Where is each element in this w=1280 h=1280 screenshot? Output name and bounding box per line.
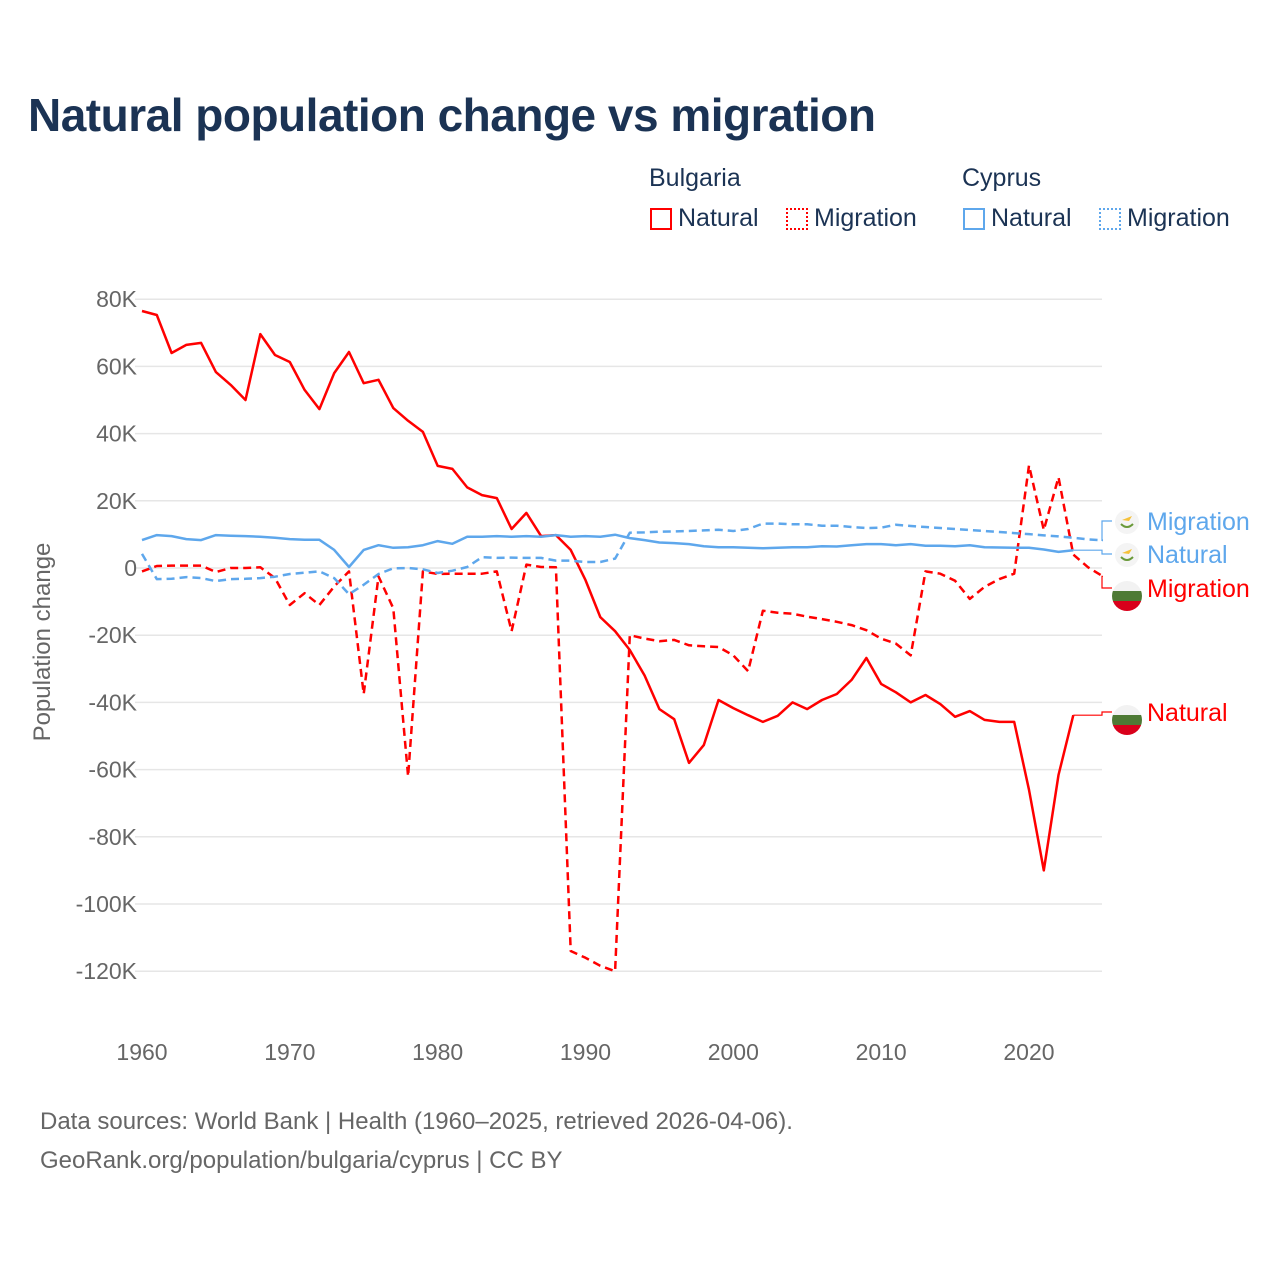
series-end-label: Migration xyxy=(1147,508,1250,536)
chart-title: Natural population change vs migration xyxy=(28,89,876,141)
label-connector xyxy=(1101,575,1112,589)
legend-label: Migration xyxy=(1127,204,1230,232)
y-tick-label: -80K xyxy=(88,824,137,850)
series-end-label: Natural xyxy=(1147,699,1228,727)
y-axis-label: Population change xyxy=(29,543,56,742)
cyprus-flag-icon xyxy=(1115,510,1139,534)
series-end-label: Natural xyxy=(1147,541,1228,569)
legend-bulgaria-migration[interactable]: Migration xyxy=(786,204,917,233)
y-tick-label: -100K xyxy=(76,891,138,917)
legend-cyprus-migration[interactable]: Migration xyxy=(1099,204,1230,233)
series-line-bulgaria-migration[interactable] xyxy=(141,464,1104,973)
x-tick-label: 1980 xyxy=(412,1039,463,1065)
legend-label: Natural xyxy=(678,204,759,232)
label-connector xyxy=(1073,549,1112,555)
legend-bulgaria-natural[interactable]: Natural xyxy=(650,204,759,233)
x-tick-label: 1960 xyxy=(116,1039,167,1065)
bulgaria-flag-icon xyxy=(1112,705,1142,735)
label-connector xyxy=(1073,711,1112,716)
legend-group-bulgaria: Bulgaria xyxy=(649,164,741,192)
y-tick-label: 80K xyxy=(96,286,138,312)
y-tick-label: 40K xyxy=(96,421,138,447)
y-tick-label: 0 xyxy=(124,555,137,581)
footer-link[interactable]: GeoRank.org/population/bulgaria/cyprus |… xyxy=(40,1147,563,1174)
y-tick-label: -40K xyxy=(88,689,137,715)
legend-cyprus-natural[interactable]: Natural xyxy=(963,204,1072,233)
legend-label: Natural xyxy=(991,204,1072,232)
series-line-cyprus-natural[interactable] xyxy=(141,533,1074,569)
legend-group-cyprus: Cyprus xyxy=(962,164,1042,192)
x-tick-label: 2020 xyxy=(1003,1039,1054,1065)
legend-swatch-solid xyxy=(963,207,985,230)
y-tick-label: -60K xyxy=(88,757,137,783)
legend-swatch-dotted xyxy=(786,207,808,230)
x-tick-label: 2000 xyxy=(708,1039,759,1065)
x-tick-label: 1990 xyxy=(560,1039,611,1065)
series-end-label: Migration xyxy=(1147,575,1250,603)
legend-swatch-solid xyxy=(650,207,672,230)
x-tick-label: 1970 xyxy=(264,1039,315,1065)
series-line-cyprus-migration[interactable] xyxy=(140,522,1103,596)
bulgaria-flag-icon xyxy=(1112,581,1142,611)
x-tick-label: 2010 xyxy=(856,1039,907,1065)
series-line-bulgaria-natural[interactable] xyxy=(141,309,1075,872)
y-tick-label: -20K xyxy=(88,622,137,648)
y-tick-label: -120K xyxy=(76,958,138,984)
label-connector xyxy=(1101,520,1112,542)
y-tick-label: 60K xyxy=(96,353,138,379)
legend-label: Migration xyxy=(814,204,917,232)
footer-sources: Data sources: World Bank | Health (1960–… xyxy=(40,1108,793,1135)
cyprus-flag-icon xyxy=(1115,543,1139,567)
y-tick-label: 20K xyxy=(96,488,138,514)
legend-swatch-dotted xyxy=(1099,207,1121,230)
